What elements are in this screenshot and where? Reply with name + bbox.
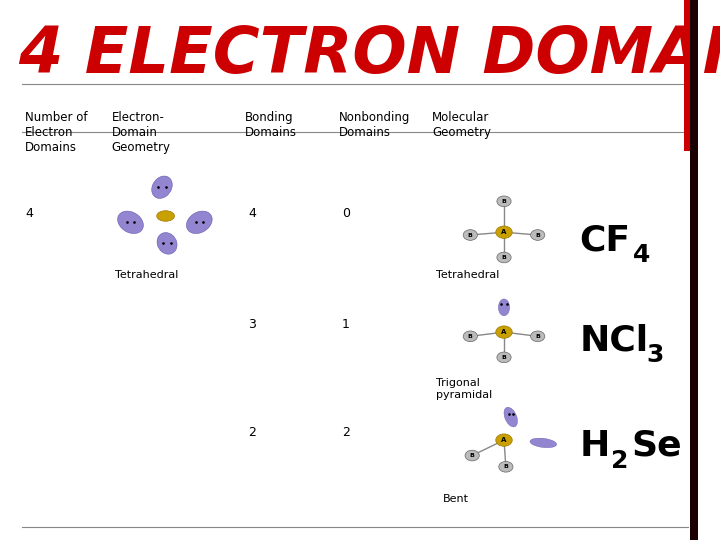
- Circle shape: [496, 326, 512, 338]
- Ellipse shape: [186, 211, 212, 233]
- Bar: [690, 0, 698, 540]
- Text: A: A: [501, 329, 507, 335]
- Text: CF: CF: [580, 224, 631, 257]
- Text: B: B: [502, 355, 506, 360]
- Text: Nonbonding
Domains: Nonbonding Domains: [338, 111, 410, 139]
- Text: Number of
Electron
Domains: Number of Electron Domains: [25, 111, 88, 154]
- Text: B: B: [535, 233, 540, 238]
- Text: 2: 2: [248, 426, 256, 438]
- Text: Se: Se: [631, 429, 682, 462]
- Text: 4: 4: [25, 207, 33, 220]
- Text: 4 ELECTRON DOMAINS: 4 ELECTRON DOMAINS: [18, 24, 720, 86]
- Text: B: B: [535, 334, 540, 339]
- Text: A: A: [501, 437, 507, 443]
- Text: 4: 4: [248, 207, 256, 220]
- Circle shape: [496, 226, 512, 238]
- Text: H: H: [580, 429, 610, 462]
- Text: B: B: [468, 233, 473, 238]
- Text: Trigonal
pyramidal: Trigonal pyramidal: [436, 378, 492, 400]
- Text: Electron-
Domain
Geometry: Electron- Domain Geometry: [112, 111, 171, 154]
- Text: B: B: [502, 199, 506, 204]
- Ellipse shape: [504, 407, 518, 427]
- Text: NCl: NCl: [580, 323, 649, 357]
- Ellipse shape: [498, 299, 510, 316]
- Ellipse shape: [530, 438, 557, 448]
- Text: A: A: [501, 229, 507, 235]
- Text: B: B: [502, 255, 506, 260]
- Text: 3: 3: [647, 343, 664, 367]
- Text: Bent: Bent: [443, 494, 469, 504]
- Circle shape: [496, 434, 512, 446]
- Circle shape: [497, 196, 511, 207]
- Circle shape: [465, 450, 480, 461]
- Circle shape: [499, 462, 513, 472]
- Ellipse shape: [117, 211, 143, 233]
- Circle shape: [531, 230, 545, 240]
- Circle shape: [531, 331, 545, 342]
- Text: 4: 4: [633, 244, 650, 267]
- Circle shape: [497, 252, 511, 263]
- Text: 2: 2: [611, 449, 628, 472]
- Circle shape: [463, 331, 477, 342]
- Ellipse shape: [157, 211, 174, 221]
- Text: Bonding
Domains: Bonding Domains: [245, 111, 297, 139]
- Text: Tetrahedral: Tetrahedral: [436, 271, 499, 280]
- Ellipse shape: [152, 176, 172, 198]
- Ellipse shape: [157, 233, 177, 254]
- Circle shape: [497, 352, 511, 363]
- Circle shape: [463, 230, 477, 240]
- Text: 2: 2: [342, 426, 350, 438]
- Text: B: B: [469, 453, 474, 458]
- Bar: [684, 0, 690, 151]
- Text: Tetrahedral: Tetrahedral: [115, 271, 179, 280]
- Text: 0: 0: [342, 207, 350, 220]
- Text: Molecular
Geometry: Molecular Geometry: [432, 111, 491, 139]
- Text: B: B: [503, 464, 508, 469]
- Text: 3: 3: [248, 318, 256, 330]
- Text: 1: 1: [342, 318, 350, 330]
- Text: B: B: [468, 334, 473, 339]
